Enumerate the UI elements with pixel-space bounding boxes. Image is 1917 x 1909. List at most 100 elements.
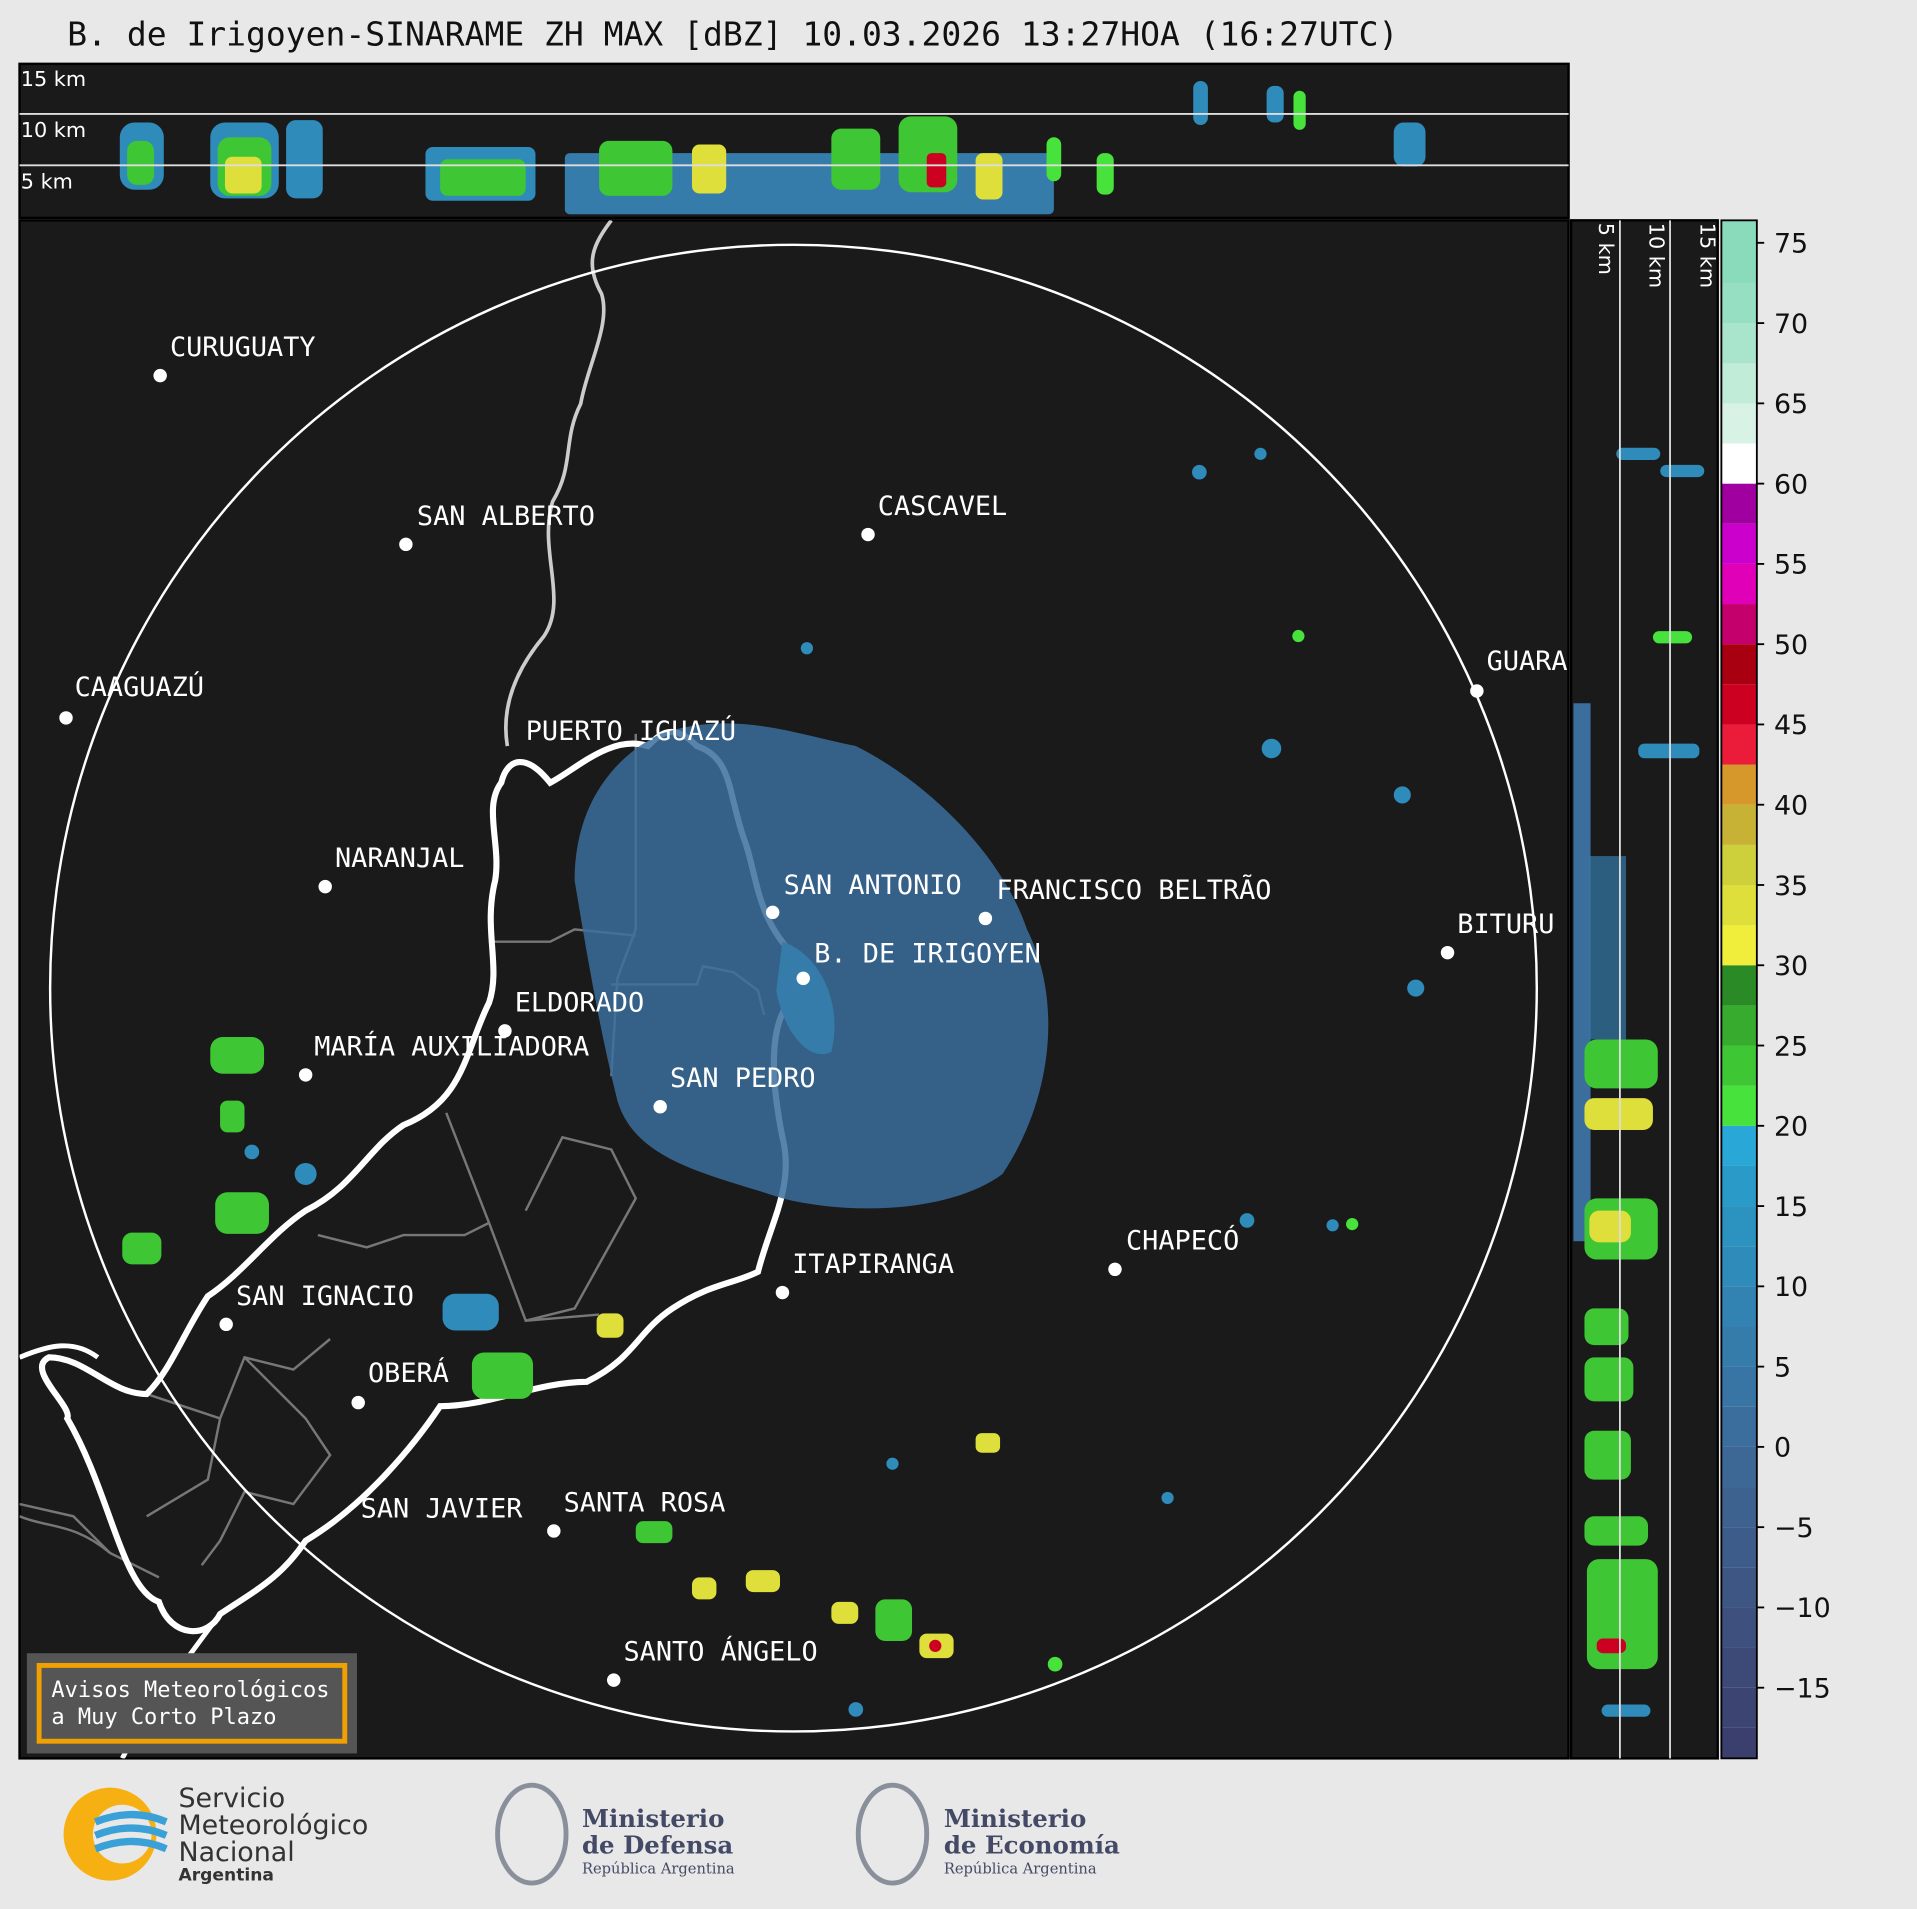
city-label: SAN ALBERTO xyxy=(417,501,595,532)
height-label: 10 km xyxy=(21,118,86,142)
colorbar-tick-label: 5 xyxy=(1774,1352,1791,1383)
echo xyxy=(1660,464,1705,478)
echo xyxy=(926,153,947,188)
province-border xyxy=(19,1515,111,1554)
colorbar-tick-label: 75 xyxy=(1774,229,1808,260)
echo xyxy=(1346,1217,1359,1231)
footer-text: Nacional xyxy=(178,1837,294,1868)
colorbar-segment xyxy=(1721,220,1757,283)
footer-text: de Defensa xyxy=(582,1831,733,1860)
echo xyxy=(1616,447,1661,460)
colorbar-tick-label: 25 xyxy=(1774,1031,1808,1062)
footer-text: Ministerio xyxy=(944,1804,1086,1833)
echo xyxy=(1047,1656,1063,1672)
colorbar-tick-label: 50 xyxy=(1774,630,1808,661)
colorbar-segment xyxy=(1721,1085,1757,1126)
echo-cells xyxy=(244,447,1425,1717)
top-profile-echoes xyxy=(119,80,1426,215)
colorbar-segment xyxy=(1721,764,1757,805)
colorbar-tick-label: 0 xyxy=(1774,1433,1791,1464)
city-label: SAN JAVIER xyxy=(361,1493,524,1524)
footer-text: Ministerio xyxy=(582,1804,724,1833)
colorbar-segment xyxy=(1721,604,1757,645)
city-label: ELDORADO xyxy=(515,987,644,1018)
cities: CURUGUATY SAN ALBERTO CASCAVEL CAAGUAZÚ GUAR… xyxy=(59,332,1568,1687)
colorbar-segment xyxy=(1721,363,1757,404)
echo xyxy=(848,1702,864,1717)
colorbar-segment xyxy=(1721,483,1757,524)
city-label: SAN ANTONIO xyxy=(784,870,962,901)
colorbar-tick-label: 35 xyxy=(1774,871,1808,902)
echo xyxy=(596,1313,624,1338)
colorbar-segment xyxy=(1721,523,1757,564)
echo xyxy=(127,140,155,185)
colorbar-segment xyxy=(1721,1647,1757,1688)
colorbar-segment xyxy=(1721,1165,1757,1207)
echo xyxy=(776,941,835,1055)
city-label: NARANJAL xyxy=(335,843,464,874)
city-marker xyxy=(498,1024,512,1038)
echo xyxy=(1584,1516,1649,1546)
echo xyxy=(975,1433,1001,1453)
echo xyxy=(1584,1430,1631,1480)
colorbar-segment xyxy=(1721,644,1757,685)
echo xyxy=(831,128,881,190)
city-label: CAAGUAZÚ xyxy=(75,671,204,703)
echo xyxy=(471,1352,534,1399)
echo xyxy=(1292,629,1305,643)
colorbar-segment xyxy=(1721,1607,1757,1648)
height-label: 5 km xyxy=(21,170,73,194)
city-label: FRANCISCO BELTRÃO xyxy=(996,874,1271,906)
echo xyxy=(1239,1213,1255,1228)
echo xyxy=(1046,137,1062,182)
city-marker xyxy=(1440,945,1455,960)
footer-text: Meteorológico xyxy=(178,1810,368,1841)
colorbar-tick-label: 65 xyxy=(1774,389,1808,420)
echo xyxy=(286,120,323,199)
city-marker xyxy=(607,1673,621,1687)
colorbar: −15 −10 −5 0 5 10 15 20 25 30 35 40 45 50 55 60 65 70 75 xyxy=(1720,219,1831,1760)
city-marker xyxy=(775,1285,790,1300)
echo xyxy=(1326,1219,1339,1232)
city-marker xyxy=(653,1099,667,1114)
city-marker xyxy=(547,1524,561,1538)
city-marker xyxy=(796,971,810,986)
colorbar-tick-label: 70 xyxy=(1774,309,1808,340)
colorbar-segment xyxy=(1721,443,1757,484)
colorbar-tick-label: 20 xyxy=(1774,1112,1808,1143)
footer-text: República Argentina xyxy=(582,1860,735,1877)
colorbar-segment xyxy=(1721,1246,1757,1287)
colorbar-segment xyxy=(1721,844,1757,885)
colorbar-tick-label: −5 xyxy=(1774,1513,1814,1544)
city-marker xyxy=(219,1317,233,1332)
echo xyxy=(1192,464,1207,480)
notice-box xyxy=(26,1653,357,1754)
colorbar-segment xyxy=(1721,323,1757,364)
echo xyxy=(1393,786,1411,804)
echo xyxy=(599,140,673,196)
echo xyxy=(244,1144,260,1160)
colorbar-segment xyxy=(1721,724,1757,765)
echo xyxy=(224,156,262,194)
colorbar-tick-label: 55 xyxy=(1774,550,1808,581)
city-label: ITAPIRANGA xyxy=(792,1249,954,1280)
logo-mark xyxy=(855,1782,930,1886)
notice-text: Avisos Meteorológicos xyxy=(51,1678,329,1703)
city-marker xyxy=(861,527,875,542)
echo xyxy=(1193,80,1208,125)
colorbar-tick-label: 15 xyxy=(1774,1192,1808,1223)
echo xyxy=(1161,1491,1174,1505)
colorbar-segment xyxy=(1721,1206,1757,1247)
echo xyxy=(1584,1357,1634,1402)
echo xyxy=(635,1521,673,1544)
colorbar-frame xyxy=(1720,219,1758,1760)
colorbar-segment xyxy=(1721,1446,1757,1488)
colorbar-segment xyxy=(1721,1005,1757,1046)
echo xyxy=(1638,743,1700,759)
echo xyxy=(691,1577,717,1600)
colorbar-segment xyxy=(1721,925,1757,966)
colorbar-segment xyxy=(1721,1567,1757,1608)
colorbar-segment xyxy=(1721,1527,1757,1568)
echo xyxy=(1254,447,1267,460)
echo xyxy=(886,1457,899,1470)
